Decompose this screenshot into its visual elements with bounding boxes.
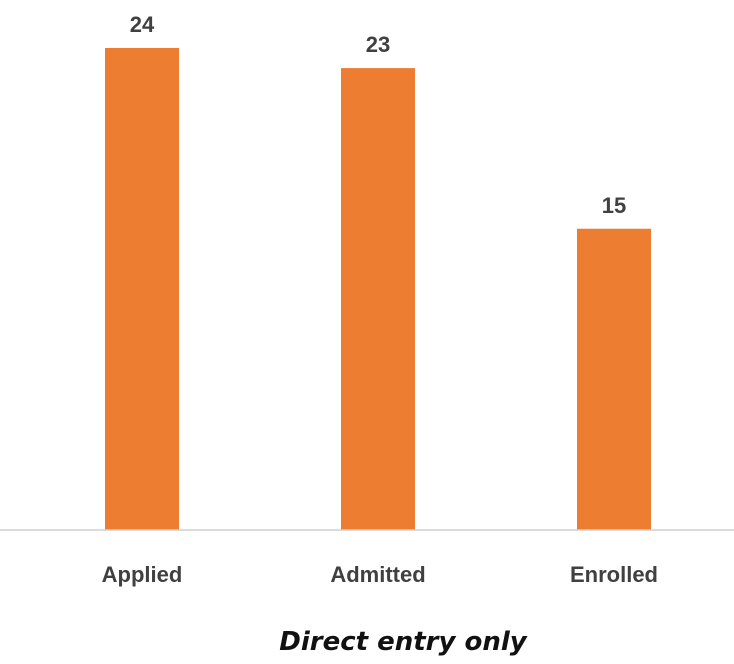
category-labels-group: Applied Admitted Enrolled (102, 562, 658, 587)
chart-title: Direct entry only (279, 627, 528, 657)
category-label-enrolled: Enrolled (570, 562, 658, 587)
bars-group (105, 48, 651, 530)
value-label-admitted: 23 (366, 32, 390, 57)
bar-applied (105, 48, 179, 530)
category-label-admitted: Admitted (330, 562, 425, 587)
bar-admitted (341, 68, 415, 530)
value-label-enrolled: 15 (602, 193, 626, 218)
value-labels-group: 24 23 15 (130, 12, 626, 218)
bar-enrolled (577, 228, 651, 530)
category-label-applied: Applied (102, 562, 183, 587)
value-label-applied: 24 (130, 12, 155, 37)
